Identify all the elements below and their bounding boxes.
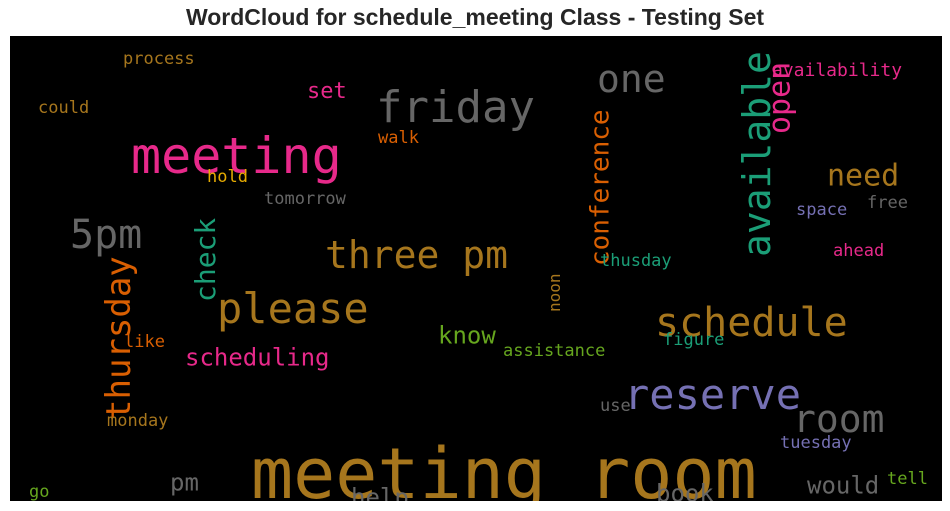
word-reserve: reserve xyxy=(624,370,801,419)
word-availability: availability xyxy=(772,60,902,81)
word-help: help xyxy=(351,484,409,501)
word-free: free xyxy=(867,193,908,213)
word-hold: hold xyxy=(207,167,248,187)
word-schedule: schedule xyxy=(655,300,848,346)
word-could: could xyxy=(38,98,89,118)
word-would: would xyxy=(807,472,879,500)
word-like: like xyxy=(124,332,165,352)
wordcloud-svg: meeting room meeting friday reserve schedule… xyxy=(29,49,928,501)
word-book: book xyxy=(656,480,714,501)
word-use: use xyxy=(600,396,631,416)
word-thursday: thursday xyxy=(99,256,139,420)
word-meeting-room: meeting room xyxy=(251,433,757,501)
word-conference: conference xyxy=(585,109,615,266)
word-space: space xyxy=(796,200,847,220)
word-meeting: meeting xyxy=(131,127,342,185)
word-please: please xyxy=(217,284,369,333)
word-walk: walk xyxy=(378,128,419,148)
wordcloud-canvas: meeting room meeting friday reserve schedule… xyxy=(10,36,942,501)
word-tomorrow: tomorrow xyxy=(264,189,347,209)
word-pm: pm xyxy=(170,469,199,497)
word-one: one xyxy=(597,57,666,101)
word-friday: friday xyxy=(376,82,535,133)
chart-title: WordCloud for schedule_meeting Class - T… xyxy=(185,4,765,30)
word-three-pm: three pm xyxy=(325,233,508,277)
word-tell: tell xyxy=(887,469,928,489)
word-scheduling: scheduling xyxy=(185,344,330,372)
word-noon: noon xyxy=(545,273,564,312)
word-available: available xyxy=(735,51,779,257)
word-set: set xyxy=(307,79,347,104)
word-check: check xyxy=(189,218,222,302)
word-thusday: thusday xyxy=(600,251,672,271)
word-tuesday: tuesday xyxy=(780,433,852,453)
word-ahead: ahead xyxy=(833,241,884,261)
word-need: need xyxy=(827,159,899,194)
word-monday: monday xyxy=(107,411,168,431)
word-go: go xyxy=(29,482,49,501)
word-room: room xyxy=(793,397,885,441)
word-5pm: 5pm xyxy=(70,212,142,258)
word-know: know xyxy=(438,322,496,350)
word-open: open xyxy=(763,62,798,134)
word-figure: figure xyxy=(663,330,724,350)
word-process: process xyxy=(123,49,195,69)
word-assistance: assistance xyxy=(503,341,605,361)
